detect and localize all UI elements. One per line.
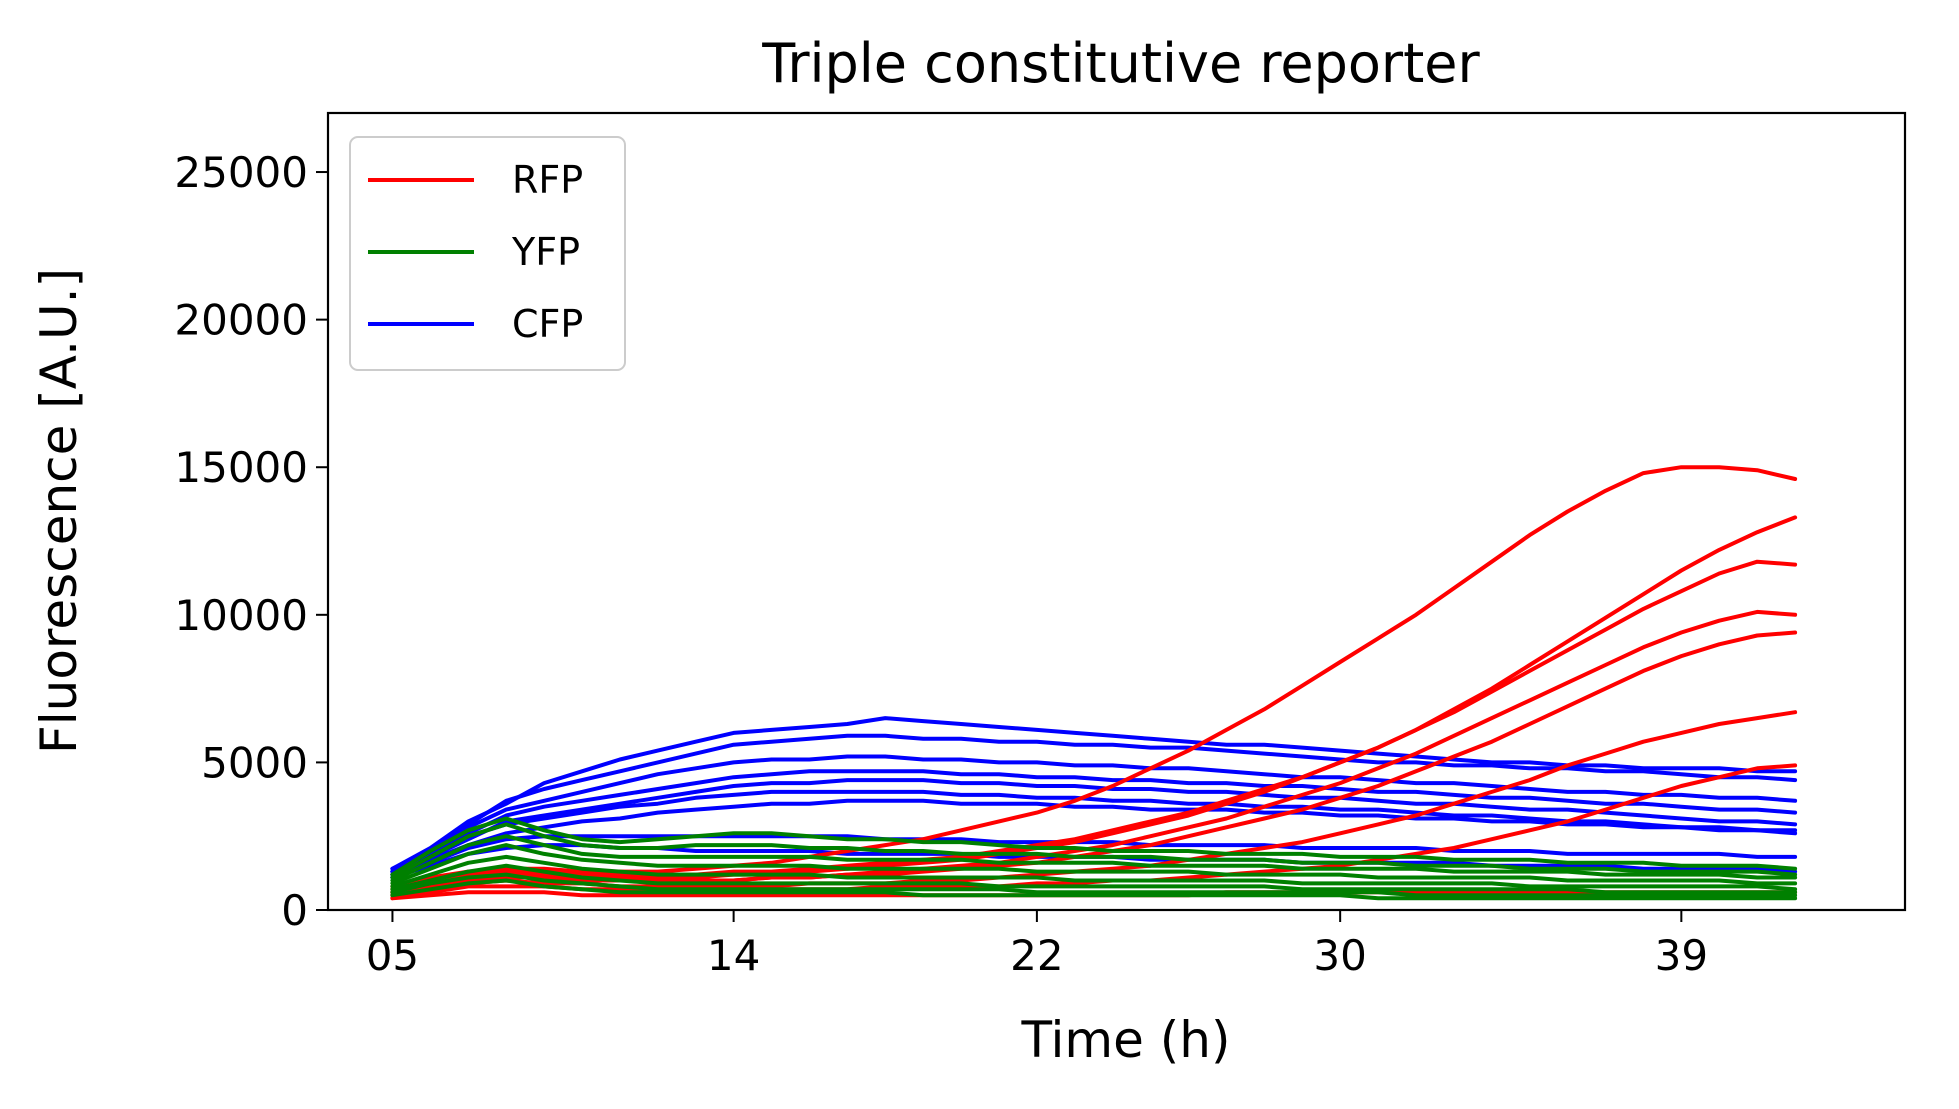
series-line-yfp-12 <box>390 843 1798 886</box>
series-line-cfp-7 <box>390 834 1798 880</box>
series-line-yfp-10 <box>390 822 1798 880</box>
series-line-cfp-3 <box>390 769 1798 874</box>
x-axis: 05 14 22 30 39 <box>366 910 1708 980</box>
legend-label-rfp: RFP <box>512 158 583 202</box>
x-tick-label: 22 <box>1010 931 1063 980</box>
y-tick-label: 5000 <box>201 738 308 787</box>
series-line-rfp-18 <box>390 515 1798 895</box>
x-tick-label: 05 <box>366 931 419 980</box>
series-line-yfp-9 <box>390 816 1798 877</box>
series-line-cfp-2 <box>390 754 1798 871</box>
y-tick-label: 0 <box>281 886 308 935</box>
series-line-yfp-15 <box>390 872 1798 898</box>
series-line-cfp-0 <box>390 716 1798 871</box>
chart-title: Triple constitutive reporter <box>761 32 1480 95</box>
series-line-yfp-11 <box>390 834 1798 883</box>
legend-label-cfp: CFP <box>512 302 583 346</box>
series-line-yfp-13 <box>390 854 1798 892</box>
series-line-cfp-4 <box>390 778 1798 877</box>
series-line-yfp-14 <box>390 863 1798 895</box>
x-tick-label: 39 <box>1655 931 1708 980</box>
legend-box <box>349 136 626 371</box>
y-tick-label: 15000 <box>174 443 308 492</box>
x-tick-label: 30 <box>1313 931 1366 980</box>
legend-items: RFP YFP CFP <box>368 158 583 346</box>
legend: RFP YFP CFP <box>349 136 626 371</box>
y-axis-label: Fluorescence [A.U.] <box>30 268 88 754</box>
plot-frame <box>326 111 1907 912</box>
y-axis: 0 5000 10000 15000 20000 25000 <box>174 148 328 935</box>
series-line-rfp-19 <box>390 559 1798 892</box>
legend-label-yfp: YFP <box>511 230 580 274</box>
y-tick-label: 10000 <box>174 591 308 640</box>
series-line-yfp-16 <box>390 878 1798 901</box>
y-tick-label: 20000 <box>174 296 308 345</box>
x-axis-label: Time (h) <box>1021 1011 1231 1069</box>
series-layer <box>390 465 1798 901</box>
y-tick-label: 25000 <box>174 148 308 197</box>
x-tick-label: 14 <box>707 931 760 980</box>
